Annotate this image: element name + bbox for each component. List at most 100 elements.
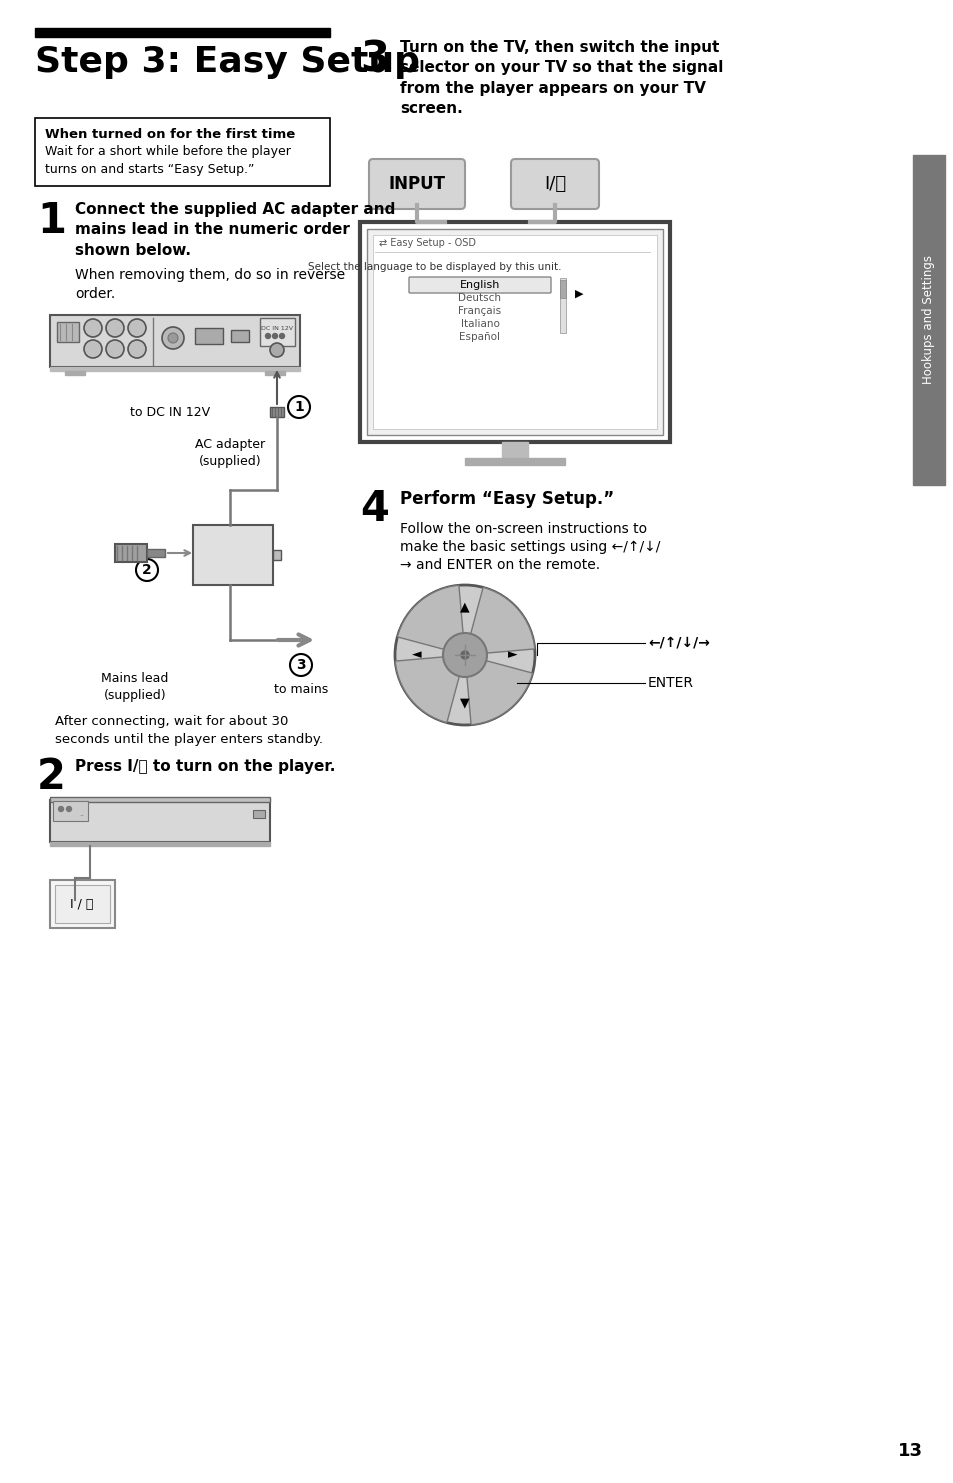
Text: DC IN 12V: DC IN 12V bbox=[261, 326, 293, 331]
Bar bbox=[270, 406, 284, 417]
Bar bbox=[193, 525, 273, 584]
Text: make the basic settings using ←/↑/↓/: make the basic settings using ←/↑/↓/ bbox=[399, 540, 659, 555]
Text: Mains lead
(supplied): Mains lead (supplied) bbox=[101, 672, 169, 701]
Circle shape bbox=[460, 651, 469, 658]
Text: AC adapter
(supplied): AC adapter (supplied) bbox=[194, 437, 265, 469]
FancyBboxPatch shape bbox=[35, 119, 330, 185]
Bar bbox=[50, 799, 270, 842]
Text: Connect the supplied AC adapter and
mains lead in the numeric order
shown below.: Connect the supplied AC adapter and main… bbox=[75, 202, 395, 258]
Bar bbox=[912, 156, 944, 485]
Text: 4: 4 bbox=[359, 488, 389, 529]
Text: When removing them, do so in reverse
order.: When removing them, do so in reverse ord… bbox=[75, 268, 345, 301]
Bar bbox=[231, 331, 249, 343]
Circle shape bbox=[136, 559, 158, 581]
Text: Wait for a short while before the player
turns on and starts “Easy Setup.”: Wait for a short while before the player… bbox=[45, 145, 291, 176]
Bar bbox=[65, 371, 85, 375]
Bar bbox=[373, 234, 657, 429]
Circle shape bbox=[290, 654, 312, 676]
Text: Turn on the TV, then switch the input
selector on your TV so that the signal
fro: Turn on the TV, then switch the input se… bbox=[399, 40, 722, 116]
Text: → and ENTER on the remote.: → and ENTER on the remote. bbox=[399, 558, 599, 572]
Text: ▼: ▼ bbox=[459, 697, 469, 709]
Text: Deutsch: Deutsch bbox=[458, 294, 501, 303]
Bar bbox=[359, 222, 669, 442]
Text: 1: 1 bbox=[294, 400, 304, 414]
Circle shape bbox=[395, 584, 535, 725]
Text: INPUT: INPUT bbox=[388, 175, 445, 193]
Bar bbox=[253, 810, 265, 819]
Bar bbox=[57, 322, 79, 343]
Text: I/⏻: I/⏻ bbox=[543, 175, 565, 193]
Text: Hookups and Settings: Hookups and Settings bbox=[922, 255, 935, 384]
Text: Select the language to be displayed by this unit.: Select the language to be displayed by t… bbox=[308, 262, 561, 271]
Circle shape bbox=[106, 340, 124, 357]
Text: ▶: ▶ bbox=[575, 289, 583, 300]
Text: 3: 3 bbox=[359, 39, 389, 80]
Text: ►: ► bbox=[508, 648, 517, 661]
Text: After connecting, wait for about 30
seconds until the player enters standby.: After connecting, wait for about 30 seco… bbox=[55, 715, 323, 746]
Text: ◄: ◄ bbox=[412, 648, 421, 661]
Circle shape bbox=[442, 633, 486, 678]
Text: Step 3: Easy Setup: Step 3: Easy Setup bbox=[35, 44, 419, 79]
Circle shape bbox=[288, 396, 310, 418]
Wedge shape bbox=[395, 655, 464, 722]
Bar bbox=[50, 796, 270, 802]
Text: ⇄ Easy Setup - OSD: ⇄ Easy Setup - OSD bbox=[378, 237, 476, 248]
Text: Perform “Easy Setup.”: Perform “Easy Setup.” bbox=[399, 489, 614, 509]
Text: 2: 2 bbox=[37, 756, 66, 798]
Wedge shape bbox=[397, 586, 464, 655]
Bar bbox=[194, 328, 223, 344]
Text: I / ⏻: I / ⏻ bbox=[71, 897, 93, 911]
Circle shape bbox=[279, 334, 284, 338]
Circle shape bbox=[273, 334, 277, 338]
Bar bbox=[464, 458, 564, 466]
FancyBboxPatch shape bbox=[511, 159, 598, 209]
Text: Italiano: Italiano bbox=[460, 319, 499, 329]
FancyBboxPatch shape bbox=[409, 277, 551, 294]
Text: Français: Français bbox=[458, 305, 501, 316]
Bar bbox=[53, 801, 88, 822]
Bar bbox=[147, 549, 165, 558]
Circle shape bbox=[128, 319, 146, 337]
Text: 2: 2 bbox=[142, 564, 152, 577]
Text: When turned on for the first time: When turned on for the first time bbox=[45, 128, 294, 141]
Circle shape bbox=[58, 807, 64, 811]
Bar bbox=[50, 879, 115, 928]
Bar bbox=[501, 442, 527, 460]
Bar bbox=[273, 550, 281, 561]
Text: 3: 3 bbox=[295, 658, 306, 672]
Circle shape bbox=[84, 340, 102, 357]
Text: ▲: ▲ bbox=[459, 601, 469, 614]
Wedge shape bbox=[464, 587, 535, 655]
Text: ←/↑/↓/→: ←/↑/↓/→ bbox=[647, 636, 709, 650]
Text: 1: 1 bbox=[37, 200, 66, 242]
Bar bbox=[50, 314, 299, 366]
Text: ..: .. bbox=[79, 808, 84, 817]
Bar bbox=[35, 28, 330, 37]
Text: 13: 13 bbox=[897, 1441, 922, 1459]
Bar bbox=[559, 280, 565, 298]
Text: to DC IN 12V: to DC IN 12V bbox=[130, 405, 210, 418]
Text: English: English bbox=[459, 280, 499, 291]
Circle shape bbox=[128, 340, 146, 357]
Text: Press I/⏻ to turn on the player.: Press I/⏻ to turn on the player. bbox=[75, 759, 335, 774]
Circle shape bbox=[67, 807, 71, 811]
Bar bbox=[265, 371, 285, 375]
Text: Español: Español bbox=[459, 332, 500, 343]
Circle shape bbox=[265, 334, 271, 338]
Bar bbox=[559, 277, 565, 334]
Text: Follow the on-screen instructions to: Follow the on-screen instructions to bbox=[399, 522, 646, 535]
Bar bbox=[50, 842, 270, 845]
Circle shape bbox=[162, 326, 184, 349]
FancyBboxPatch shape bbox=[369, 159, 464, 209]
Circle shape bbox=[84, 319, 102, 337]
Text: to mains: to mains bbox=[274, 684, 328, 696]
Circle shape bbox=[168, 334, 178, 343]
Wedge shape bbox=[464, 655, 532, 725]
Bar bbox=[260, 317, 294, 346]
Bar bbox=[50, 366, 299, 371]
Bar bbox=[55, 885, 110, 922]
Text: ENTER: ENTER bbox=[647, 676, 693, 690]
Bar bbox=[367, 228, 662, 435]
Bar bbox=[115, 544, 147, 562]
Circle shape bbox=[270, 343, 284, 357]
